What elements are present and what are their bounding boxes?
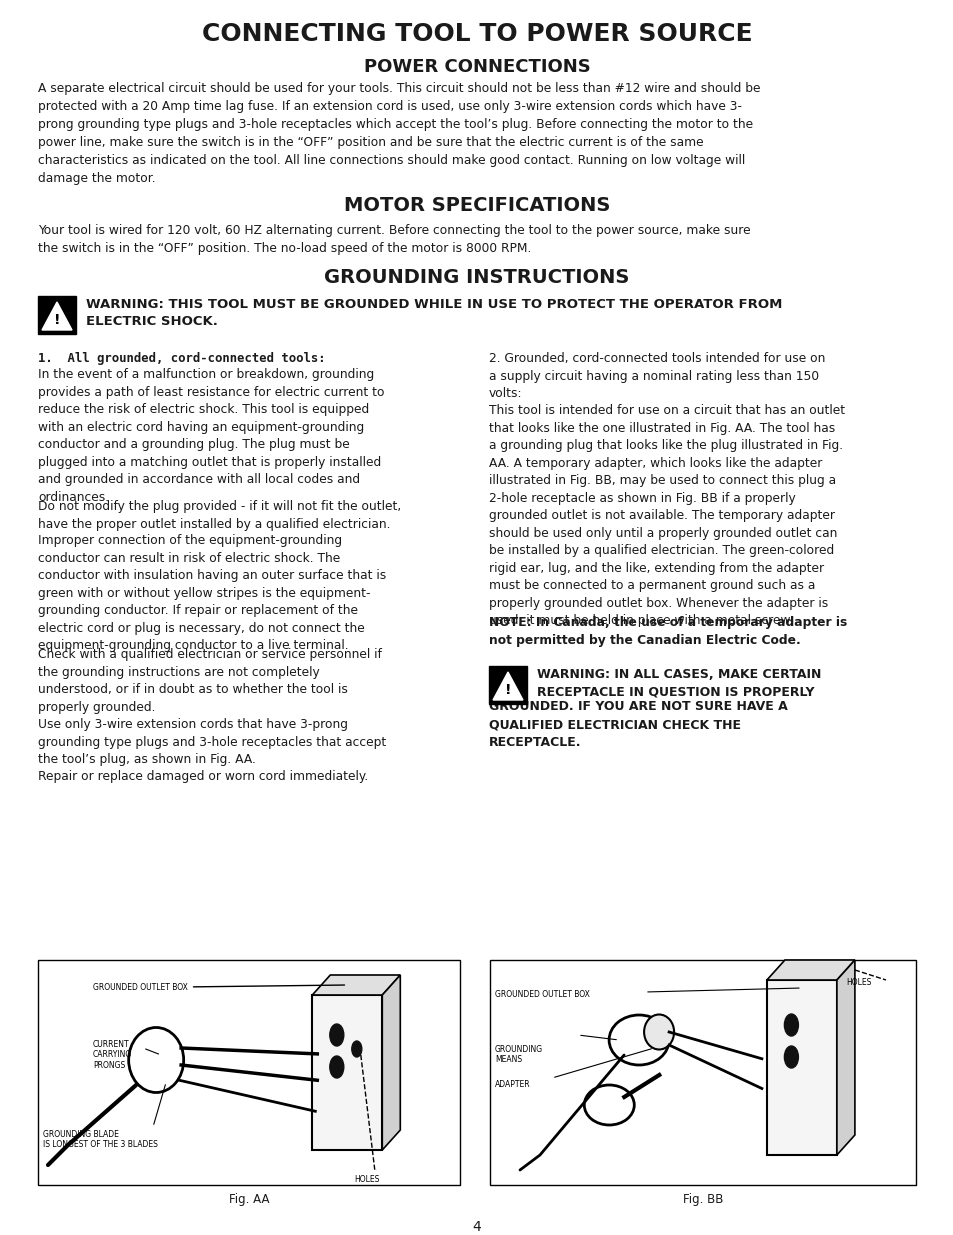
- Text: POWER CONNECTIONS: POWER CONNECTIONS: [363, 58, 590, 77]
- Polygon shape: [836, 960, 854, 1155]
- Bar: [312, 995, 382, 1150]
- Text: Check with a qualified electrician or service personnel if
the grounding instruc: Check with a qualified electrician or se…: [38, 648, 381, 714]
- Ellipse shape: [129, 1028, 184, 1093]
- Text: GROUNDED OUTLET BOX: GROUNDED OUTLET BOX: [92, 983, 344, 992]
- Text: WARNING: THIS TOOL MUST BE GROUNDED WHILE IN USE TO PROTECT THE OPERATOR FROM
EL: WARNING: THIS TOOL MUST BE GROUNDED WHIL…: [86, 298, 781, 329]
- Text: GROUNDING BLADE
IS LONGEST OF THE 3 BLADES: GROUNDING BLADE IS LONGEST OF THE 3 BLAD…: [43, 1130, 157, 1150]
- Polygon shape: [42, 303, 71, 330]
- Bar: [38, 960, 459, 1186]
- Text: 1.  All grounded, cord-connected tools:: 1. All grounded, cord-connected tools:: [38, 352, 325, 366]
- Text: GROUNDING INSTRUCTIONS: GROUNDING INSTRUCTIONS: [324, 268, 629, 287]
- Polygon shape: [493, 672, 522, 700]
- Ellipse shape: [330, 1056, 343, 1078]
- Text: !: !: [53, 312, 60, 326]
- Text: CONNECTING TOOL TO POWER SOURCE: CONNECTING TOOL TO POWER SOURCE: [201, 22, 752, 46]
- Text: Improper connection of the equipment-grounding
conductor can result in risk of e: Improper connection of the equipment-gro…: [38, 534, 386, 652]
- Polygon shape: [382, 974, 400, 1150]
- Bar: [489, 666, 526, 704]
- Text: WARNING: IN ALL CASES, MAKE CERTAIN
RECEPTACLE IN QUESTION IS PROPERLY: WARNING: IN ALL CASES, MAKE CERTAIN RECE…: [537, 668, 821, 698]
- Text: 4: 4: [472, 1220, 481, 1234]
- Text: Fig. BB: Fig. BB: [682, 1193, 722, 1207]
- Ellipse shape: [583, 1086, 634, 1125]
- Text: A separate electrical circuit should be used for your tools. This circuit should: A separate electrical circuit should be …: [38, 82, 760, 185]
- Bar: [766, 981, 836, 1155]
- Ellipse shape: [608, 1015, 668, 1065]
- Text: In the event of a malfunction or breakdown, grounding
provides a path of least r: In the event of a malfunction or breakdo…: [38, 368, 384, 504]
- Bar: [38, 296, 76, 333]
- Text: Fig. AA: Fig. AA: [229, 1193, 269, 1207]
- Ellipse shape: [643, 1014, 674, 1050]
- Text: NOTE: In Canada, the use of a temporary adapter is
not permitted by the Canadian: NOTE: In Canada, the use of a temporary …: [489, 616, 846, 647]
- Text: GROUNDED. IF YOU ARE NOT SURE HAVE A
QUALIFIED ELECTRICIAN CHECK THE
RECEPTACLE.: GROUNDED. IF YOU ARE NOT SURE HAVE A QUA…: [489, 700, 787, 748]
- Text: ADAPTER: ADAPTER: [495, 1079, 530, 1089]
- Text: CURRENT
CARRYING
PRONGS: CURRENT CARRYING PRONGS: [92, 1040, 132, 1070]
- Ellipse shape: [783, 1046, 798, 1068]
- Text: HOLES: HOLES: [354, 1174, 379, 1184]
- Text: Your tool is wired for 120 volt, 60 HZ alternating current. Before connecting th: Your tool is wired for 120 volt, 60 HZ a…: [38, 224, 750, 254]
- Bar: [490, 960, 915, 1186]
- Text: MOTOR SPECIFICATIONS: MOTOR SPECIFICATIONS: [343, 196, 610, 215]
- Text: Do not modify the plug provided - if it will not fit the outlet,
have the proper: Do not modify the plug provided - if it …: [38, 500, 401, 531]
- Ellipse shape: [352, 1041, 361, 1057]
- Polygon shape: [312, 974, 400, 995]
- Text: This tool is intended for use on a circuit that has an outlet
that looks like th: This tool is intended for use on a circu…: [489, 404, 844, 627]
- Text: !: !: [504, 683, 511, 697]
- Text: HOLES: HOLES: [845, 978, 870, 987]
- Text: Use only 3-wire extension cords that have 3-prong
grounding type plugs and 3-hol: Use only 3-wire extension cords that hav…: [38, 718, 386, 766]
- Ellipse shape: [330, 1024, 343, 1046]
- Text: Repair or replace damaged or worn cord immediately.: Repair or replace damaged or worn cord i…: [38, 769, 368, 783]
- Text: GROUNDED OUTLET BOX: GROUNDED OUTLET BOX: [495, 990, 589, 999]
- Polygon shape: [766, 960, 854, 981]
- Ellipse shape: [783, 1014, 798, 1036]
- Text: GROUNDING
MEANS: GROUNDING MEANS: [495, 1045, 542, 1065]
- Text: 2. Grounded, cord-connected tools intended for use on
a supply circuit having a : 2. Grounded, cord-connected tools intend…: [489, 352, 824, 400]
